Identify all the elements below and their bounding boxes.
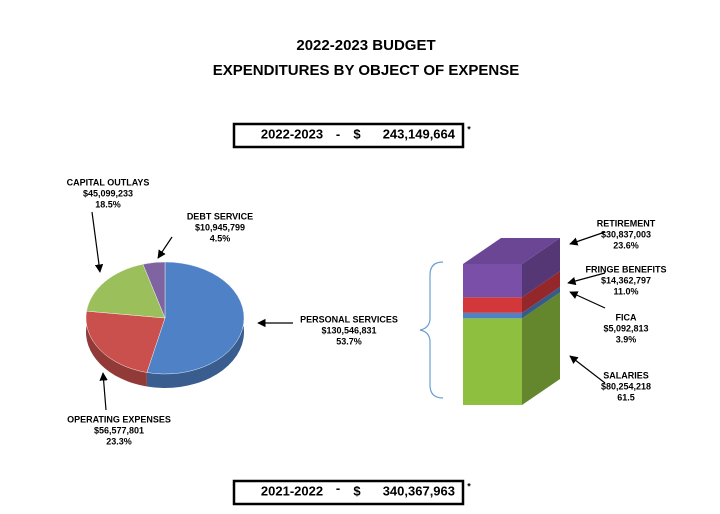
data-label: $14,362,797 bbox=[601, 275, 651, 285]
pie-side bbox=[85, 311, 147, 387]
bar-top bbox=[463, 238, 560, 264]
data-label: 23.6% bbox=[613, 240, 639, 250]
data-label: 11.0% bbox=[613, 286, 638, 296]
arrow bbox=[157, 236, 173, 259]
data-label: $130,546,831 bbox=[321, 325, 376, 335]
data-label: 4.5% bbox=[210, 233, 231, 243]
pie-side bbox=[146, 262, 245, 388]
data-label: $80,254,218 bbox=[601, 381, 651, 391]
data-label: PERSONAL SERVICES bbox=[300, 314, 398, 324]
total-note: * bbox=[467, 481, 471, 491]
arrow bbox=[569, 355, 606, 384]
pie-slice bbox=[146, 261, 245, 375]
total-currency: $ bbox=[353, 483, 361, 498]
total-box bbox=[232, 122, 465, 149]
total-note: * bbox=[467, 124, 471, 134]
brace bbox=[419, 261, 444, 399]
total-amount: 243,149,664 bbox=[383, 126, 456, 141]
pie-slice bbox=[86, 263, 166, 319]
data-label: 18.5% bbox=[95, 199, 121, 209]
bar-segment bbox=[463, 318, 522, 405]
data-label: 23.3% bbox=[106, 436, 132, 446]
total-year: 2022-2023 bbox=[261, 126, 323, 141]
bar-segment bbox=[463, 264, 522, 298]
data-label: CAPITAL OUTLAYS bbox=[67, 177, 150, 187]
title: 2022-2023 BUDGET bbox=[296, 37, 435, 54]
data-label: 61.5 bbox=[617, 392, 635, 402]
data-label: $5,092,813 bbox=[603, 323, 648, 333]
arrow bbox=[99, 372, 108, 411]
pie-slice bbox=[85, 310, 166, 373]
data-label: RETIREMENT bbox=[597, 218, 656, 228]
data-label: OPERATING EXPENSES bbox=[67, 414, 171, 424]
subtitle: EXPENDITURES BY OBJECT OF EXPENSE bbox=[213, 62, 519, 79]
data-label: SALARIES bbox=[603, 370, 649, 380]
total-dash: - bbox=[336, 126, 340, 141]
total-year: 2021-2022 bbox=[261, 483, 323, 498]
arrow bbox=[567, 272, 606, 286]
data-label: DEBT SERVICE bbox=[187, 211, 253, 221]
bar-side bbox=[522, 238, 560, 298]
arrow bbox=[91, 211, 104, 273]
data-label: $56,577,801 bbox=[94, 425, 144, 435]
data-label: $10,945,799 bbox=[195, 222, 245, 232]
bar-side bbox=[522, 271, 560, 313]
data-label: FICA bbox=[616, 312, 637, 322]
bar-side bbox=[522, 292, 560, 405]
data-label: 3.9% bbox=[616, 334, 637, 344]
arrow bbox=[569, 231, 606, 246]
data-label: $45,099,233 bbox=[83, 188, 133, 198]
data-label: $30,837,003 bbox=[601, 229, 651, 239]
data-label: FRINGE BENEFITS bbox=[585, 264, 666, 274]
bar-side bbox=[522, 286, 560, 319]
bar-segment bbox=[463, 297, 522, 313]
total-dash: - bbox=[336, 480, 340, 495]
data-label: 53.7% bbox=[336, 336, 362, 346]
total-box bbox=[232, 479, 465, 506]
pie-slice bbox=[142, 261, 166, 319]
total-currency: $ bbox=[353, 126, 361, 141]
total-amount: 340,367,963 bbox=[383, 483, 455, 498]
arrow bbox=[569, 291, 606, 309]
bar-segment bbox=[463, 312, 522, 319]
